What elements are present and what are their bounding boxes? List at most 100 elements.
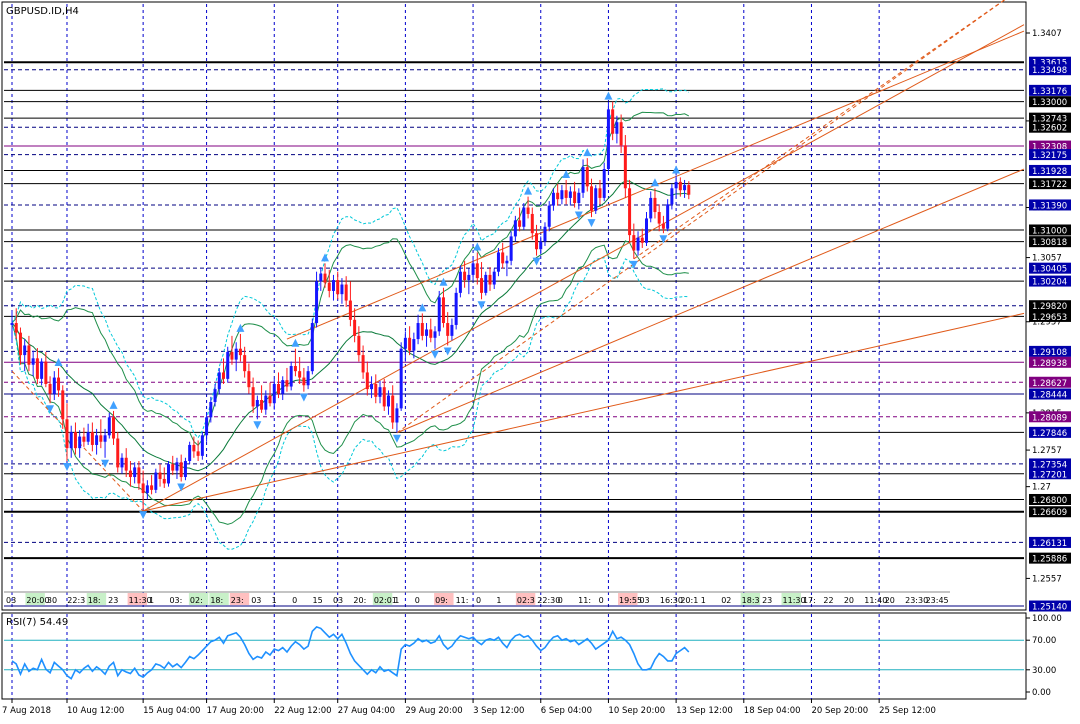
trend-line	[396, 0, 1006, 434]
candle-body	[357, 335, 361, 356]
level-price-tag	[1029, 600, 1071, 612]
candle-body	[370, 383, 374, 390]
session-label: 20:00	[26, 596, 49, 605]
candle-body	[90, 432, 94, 445]
fractal-down-icon	[177, 483, 186, 492]
fractal-down-icon	[629, 260, 638, 269]
fractal-down-icon	[62, 462, 71, 471]
level-price-tag	[1029, 468, 1071, 480]
candle-body	[128, 470, 132, 478]
candle-body	[158, 472, 162, 479]
level-price-tag	[1029, 96, 1071, 108]
session-cell-bg	[229, 593, 250, 605]
candle-body	[615, 122, 619, 134]
candle-body	[386, 395, 390, 407]
session-label: 1	[272, 596, 277, 605]
candle-body	[687, 185, 691, 195]
trend-line	[11, 370, 144, 512]
candle-body	[150, 485, 154, 490]
candle-body	[226, 351, 230, 379]
time-tick-label: 6 Sep 04:00	[541, 706, 592, 716]
level-price-tag	[1029, 121, 1071, 133]
candle-body	[31, 358, 35, 365]
outer-lower-band	[11, 257, 689, 550]
candle-body	[412, 339, 416, 351]
candle-body	[222, 372, 225, 379]
candle-body	[628, 188, 632, 236]
candle-body	[611, 109, 615, 134]
candle-body	[310, 323, 314, 372]
price-tick-label: 1.2757	[1032, 446, 1062, 456]
candle-body	[107, 417, 111, 436]
session-label: 02:	[190, 596, 203, 605]
time-tick-label: 25 Sep 12:00	[879, 706, 936, 716]
candle-body	[183, 460, 187, 478]
time-axis: 7 Aug 2018 10 Aug 12:00 15 Aug 04:00 17 Aug…	[2, 699, 936, 716]
fractal-up-icon	[583, 148, 592, 157]
trend-line	[143, 312, 1025, 512]
level-price-tag	[1029, 300, 1071, 312]
fractal-down-icon	[101, 459, 110, 468]
session-label: 20	[885, 596, 895, 605]
candle-body	[539, 241, 543, 250]
fractal-down-icon	[392, 434, 401, 443]
level-price-label: 1.25140	[1032, 603, 1067, 613]
candle-body	[488, 274, 492, 285]
session-label: 23	[108, 596, 118, 605]
fractal-up-icon	[439, 277, 448, 286]
fractal-down-icon	[587, 219, 596, 228]
level-price-tag	[1029, 388, 1071, 400]
trend-line	[633, 0, 1006, 260]
session-label: 11:	[578, 596, 591, 605]
candle-body	[27, 345, 31, 365]
session-label: 0	[558, 596, 563, 605]
price-axis: 1.34071.3271.31351.30571.29571.28151.275…	[1026, 29, 1071, 698]
time-tick-label: 13 Sep 12:00	[676, 706, 733, 716]
candle-body	[14, 323, 18, 333]
candle-body	[623, 145, 627, 189]
level-price-label: 1.28938	[1032, 359, 1067, 369]
level-price-tag	[1029, 84, 1071, 96]
level-price-label: 1.26609	[1032, 508, 1067, 518]
fractal-up-icon	[604, 91, 613, 100]
candle-body	[124, 457, 128, 471]
level-price-tag	[1029, 552, 1071, 564]
candle-body	[116, 438, 120, 468]
candle-body	[264, 395, 268, 410]
candle-body	[302, 377, 306, 386]
candle-body	[179, 462, 183, 478]
candle-body	[348, 300, 352, 320]
session-cell-bg	[781, 593, 801, 605]
level-price-tag	[1029, 199, 1071, 211]
time-tick-label: 18 Sep 04:00	[744, 706, 801, 716]
candle-body	[78, 436, 82, 449]
candle-body	[251, 387, 255, 407]
candle-body	[319, 273, 323, 282]
candle-body	[670, 188, 674, 205]
candle-body	[437, 297, 441, 332]
candle-body	[23, 345, 27, 356]
candle-body	[560, 190, 564, 200]
candle-body	[272, 383, 276, 404]
rsi-pane-frame	[1, 612, 1027, 700]
candlestick-series	[10, 91, 691, 520]
level-price-label: 1.30204	[1032, 278, 1067, 288]
candle-body	[640, 237, 644, 243]
session-label: 1	[394, 596, 399, 605]
candle-body	[496, 252, 500, 272]
candle-body	[585, 167, 589, 187]
candle-body	[209, 401, 213, 418]
rsi-series	[4, 625, 1024, 680]
session-label: 0	[599, 596, 604, 605]
candle-body	[619, 122, 623, 146]
fractal-up-icon	[418, 303, 427, 312]
candle-body	[73, 432, 77, 449]
candle-body	[293, 366, 297, 372]
candle-body	[162, 478, 166, 484]
fractal-up-icon	[672, 165, 681, 174]
candle-body	[484, 274, 488, 293]
candle-body	[276, 383, 280, 394]
level-price-label: 1.32602	[1032, 124, 1067, 134]
candle-body	[344, 284, 348, 301]
